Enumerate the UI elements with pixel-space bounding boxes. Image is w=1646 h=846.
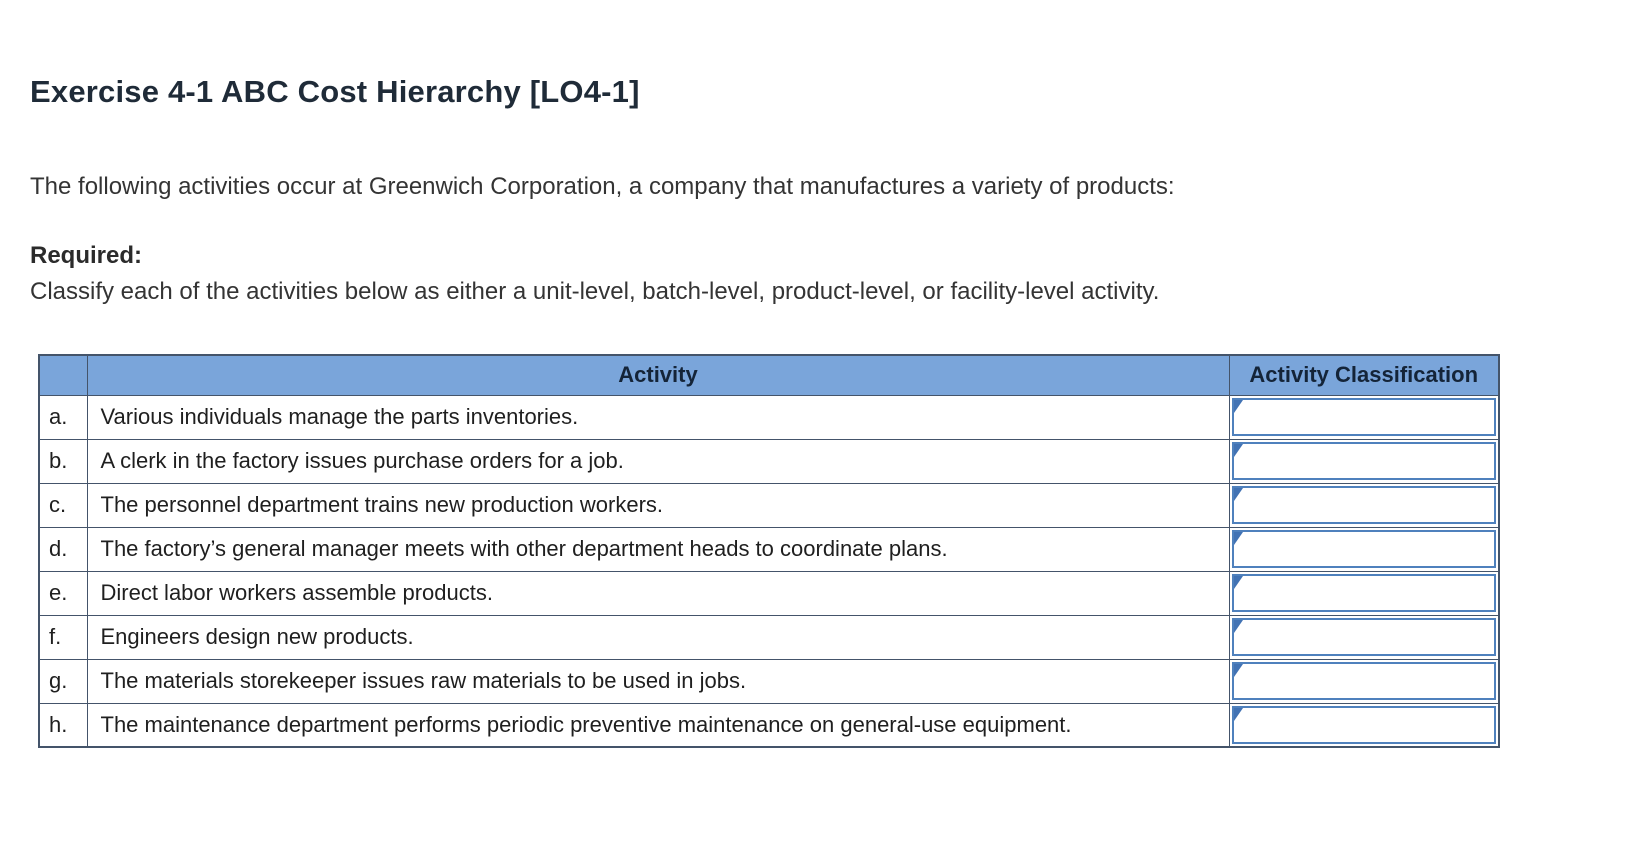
classification-dropdown[interactable] [1231, 442, 1496, 480]
classification-dropdown[interactable] [1231, 574, 1496, 612]
activity-text: Various individuals manage the parts inv… [86, 394, 1230, 440]
activities-table: Activity Activity Classification a. Vari… [38, 354, 1500, 748]
table-row: d. The factory’s general manager meets w… [38, 526, 1500, 572]
classification-dropdown[interactable] [1231, 618, 1496, 656]
row-letter: f. [38, 614, 88, 660]
classification-cell [1228, 526, 1500, 572]
classification-dropdown[interactable] [1231, 486, 1496, 524]
activity-text: Direct labor workers assemble products. [86, 570, 1230, 616]
row-letter: d. [38, 526, 88, 572]
activity-text: The materials storekeeper issues raw mat… [86, 658, 1230, 704]
table-row: c. The personnel department trains new p… [38, 482, 1500, 528]
row-letter: h. [38, 702, 88, 748]
dropdown-marker-icon [1233, 707, 1243, 721]
classification-dropdown[interactable] [1231, 662, 1496, 700]
activity-text: The personnel department trains new prod… [86, 482, 1230, 528]
table-header-row: Activity Activity Classification [38, 354, 1500, 396]
dropdown-marker-icon [1233, 664, 1243, 677]
dropdown-marker-icon [1233, 620, 1243, 633]
page-title: Exercise 4-1 ABC Cost Hierarchy [LO4-1] [30, 74, 640, 109]
activity-text: The maintenance department performs peri… [86, 702, 1230, 748]
required-label: Required: [30, 242, 143, 269]
classification-cell [1228, 658, 1500, 704]
row-letter: b. [38, 438, 88, 484]
row-letter: a. [38, 394, 88, 440]
table-row: h. The maintenance department performs p… [38, 702, 1500, 748]
row-letter: c. [38, 482, 88, 528]
row-letter: e. [38, 570, 88, 616]
table-row: e. Direct labor workers assemble product… [38, 570, 1500, 616]
dropdown-marker-icon [1233, 400, 1243, 413]
table-row: f. Engineers design new products. [38, 614, 1500, 660]
classification-cell [1228, 394, 1500, 440]
row-letter: g. [38, 658, 88, 704]
table-row: g. The materials storekeeper issues raw … [38, 658, 1500, 704]
activity-text: The factory’s general manager meets with… [86, 526, 1230, 572]
classification-cell [1228, 614, 1500, 660]
classification-cell [1228, 570, 1500, 616]
header-activity: Activity [86, 354, 1230, 396]
table-row: b. A clerk in the factory issues purchas… [38, 438, 1500, 484]
header-classification: Activity Classification [1228, 354, 1500, 396]
intro-text: The following activities occur at Greenw… [30, 173, 1175, 200]
instruction-text: Classify each of the activities below as… [30, 278, 1160, 305]
classification-cell [1228, 702, 1500, 748]
activity-text: Engineers design new products. [86, 614, 1230, 660]
dropdown-marker-icon [1233, 444, 1243, 457]
header-letter-cell [38, 354, 88, 396]
dropdown-marker-icon [1233, 576, 1243, 589]
dropdown-marker-icon [1233, 488, 1243, 501]
activity-text: A clerk in the factory issues purchase o… [86, 438, 1230, 484]
dropdown-marker-icon [1233, 532, 1243, 545]
classification-dropdown[interactable] [1231, 398, 1496, 436]
classification-dropdown[interactable] [1231, 705, 1496, 744]
classification-cell [1228, 482, 1500, 528]
table-row: a. Various individuals manage the parts … [38, 394, 1500, 440]
classification-cell [1228, 438, 1500, 484]
classification-dropdown[interactable] [1231, 530, 1496, 568]
